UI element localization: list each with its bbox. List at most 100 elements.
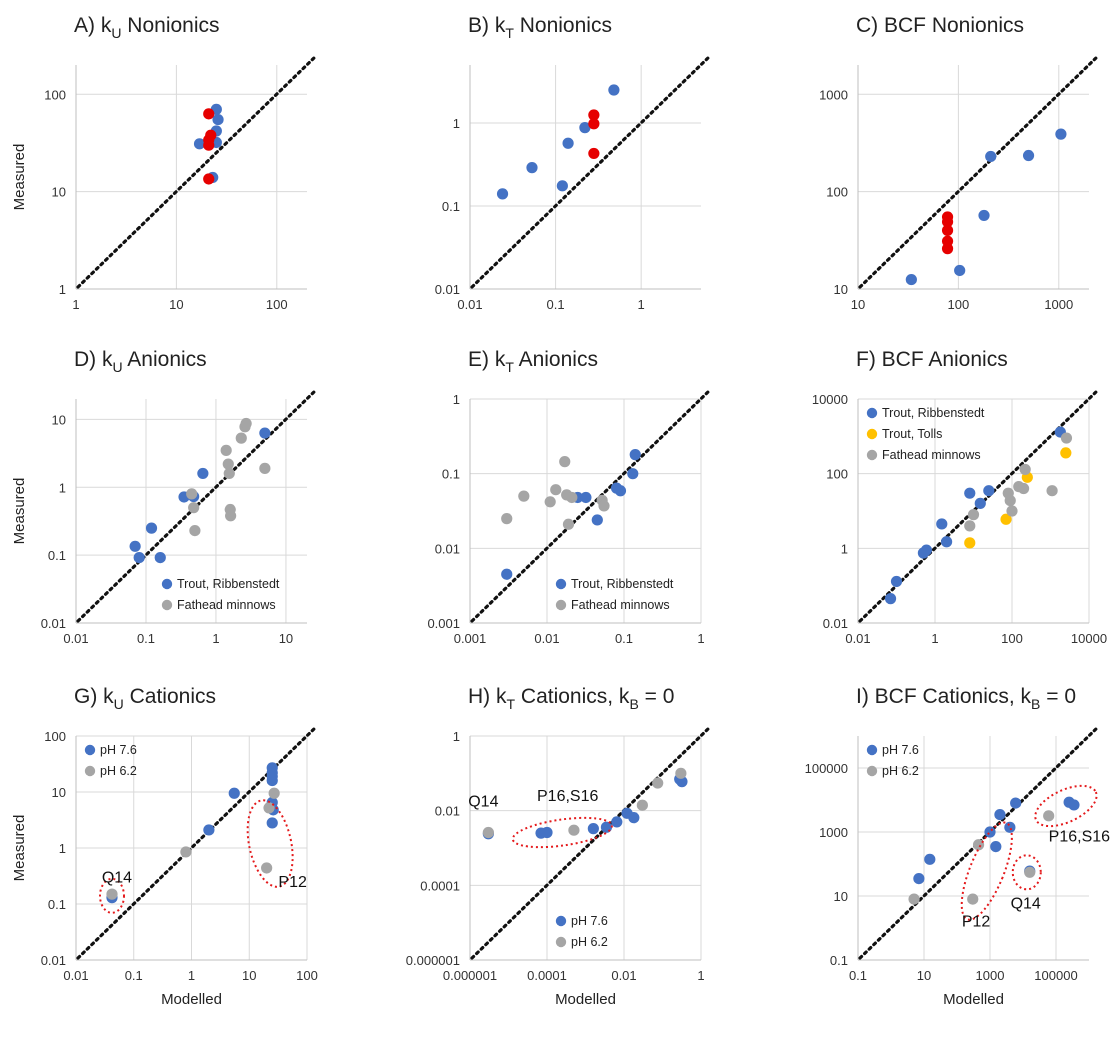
data-point: [905, 273, 917, 286]
y-tick-label: 1: [453, 392, 460, 407]
data-point: [676, 776, 688, 788]
chart-title: D) kU​ Anionics: [74, 348, 207, 375]
chart-panel-7: H) kT​ Cationics, kB​ = 0 0.000001 0.0001 0…: [406, 685, 711, 1008]
chart-title: C) BCF Nonionics: [856, 14, 1024, 37]
data-point: [482, 826, 494, 839]
x-tick-label: 1: [697, 968, 704, 983]
x-tick-label: 0.000001: [443, 968, 497, 983]
y-tick-label: 10: [52, 785, 66, 800]
x-tick-label: 100: [1001, 631, 1023, 646]
y-tick-label: 0.0001: [420, 878, 460, 893]
legend-marker: [161, 578, 173, 590]
data-point: [978, 209, 990, 222]
legend-marker: [555, 599, 567, 611]
data-point: [193, 138, 206, 150]
y-tick-label: 1: [453, 729, 460, 744]
data-point: [588, 118, 600, 130]
y-tick-label: 0.01: [435, 804, 460, 819]
x-tick-label: 0.1: [547, 297, 565, 312]
highlight-ellipse: [246, 799, 294, 888]
y-tick-label: 0.01: [823, 616, 848, 631]
one-to-one-line: [76, 55, 317, 289]
x-tick-label: 0.01: [63, 631, 88, 646]
chart-panel-3: D) kU​ Anionics 0.01 0.1 1 10 0.01 0.1 1 10 Trout…: [11, 348, 317, 646]
data-point: [266, 817, 278, 829]
x-tick-label: 0.1: [849, 968, 867, 983]
y-tick-label: 0.1: [830, 953, 848, 968]
y-tick-label: 10: [52, 412, 66, 427]
data-point: [591, 514, 603, 526]
legend-label: pH 7.6: [882, 743, 919, 757]
annotation-label: P16,S16: [1049, 829, 1110, 846]
legend-marker: [866, 744, 878, 756]
data-point: [556, 180, 568, 192]
x-tick-label: 1: [212, 631, 219, 646]
chart-panel-2: C) BCF Nonionics 10 100 1000 10 100 1000: [819, 14, 1099, 312]
x-tick-label: 0.01: [457, 297, 482, 312]
x-tick-label: 1: [72, 297, 79, 312]
data-point: [983, 485, 995, 497]
annotation-label: Q14: [468, 793, 498, 810]
data-point: [225, 510, 237, 522]
data-point: [941, 216, 954, 228]
data-point: [133, 551, 145, 564]
data-point: [1068, 799, 1080, 811]
y-tick-label: 10: [52, 185, 66, 200]
data-point: [235, 432, 247, 444]
x-tick-label: 100: [948, 297, 970, 312]
data-point: [562, 137, 574, 149]
data-point: [220, 444, 232, 456]
x-axis-label: Modelled: [161, 991, 222, 1008]
data-point: [180, 846, 192, 858]
data-point: [940, 536, 953, 548]
data-point: [550, 484, 562, 496]
legend-marker: [84, 744, 96, 756]
x-tick-label: 10: [851, 297, 865, 312]
x-tick-label: 100: [296, 968, 318, 983]
x-tick-label: 10: [242, 968, 256, 983]
data-point: [984, 826, 996, 838]
data-point: [924, 853, 936, 865]
x-tick-label: 10: [917, 968, 931, 983]
data-point: [259, 462, 271, 474]
data-point: [600, 821, 613, 833]
data-point: [1004, 821, 1016, 833]
data-point: [544, 496, 556, 508]
data-point: [266, 774, 278, 787]
legend-marker: [555, 936, 567, 948]
chart-title: G) kU​ Cationics: [74, 685, 216, 712]
y-tick-label: 0.01: [41, 616, 66, 631]
legend-marker: [866, 407, 878, 419]
x-tick-label: 10000: [1071, 631, 1107, 646]
data-point: [223, 467, 235, 480]
one-to-one-line: [76, 726, 317, 960]
data-point: [1046, 485, 1058, 497]
highlight-ellipse: [960, 821, 1013, 921]
x-tick-label: 0.1: [137, 631, 155, 646]
highlight-ellipse: [511, 816, 613, 849]
y-tick-label: 1: [59, 480, 66, 495]
data-point: [964, 520, 976, 532]
data-point: [627, 468, 639, 480]
data-point: [526, 162, 538, 174]
legend-marker: [84, 765, 96, 777]
legend-label: Trout, Ribbenstedt: [177, 577, 280, 591]
y-tick-label: 0.1: [442, 199, 460, 214]
y-tick-label: 100: [826, 185, 848, 200]
data-point: [496, 188, 509, 200]
data-point: [186, 488, 198, 500]
y-tick-label: 10: [834, 282, 848, 297]
y-tick-label: 1: [841, 541, 848, 556]
data-point: [203, 108, 215, 120]
x-tick-label: 100000: [1034, 968, 1077, 983]
legend-label: Fathead minnows: [882, 448, 981, 462]
legend-label: pH 7.6: [571, 914, 608, 928]
x-tick-label: 0.01: [611, 968, 636, 983]
data-point: [964, 487, 976, 499]
data-point: [197, 467, 209, 480]
data-point: [1006, 505, 1018, 517]
data-point: [189, 524, 201, 537]
data-point: [908, 893, 920, 905]
data-point: [608, 84, 620, 96]
legend-marker: [866, 449, 878, 461]
